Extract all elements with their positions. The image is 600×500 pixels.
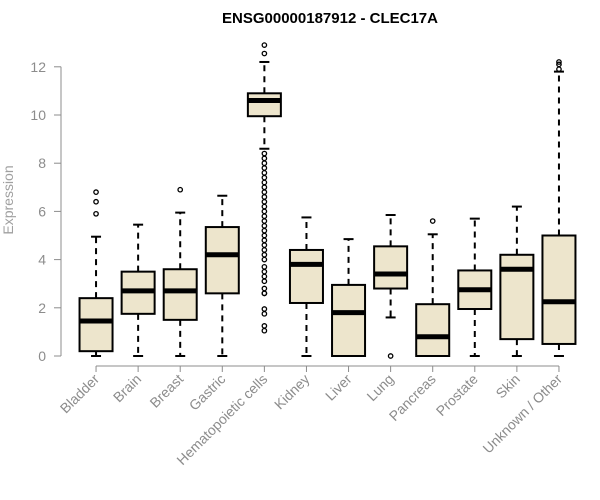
iqr-box [78,297,114,353]
box-prostate [457,217,493,357]
x-tick-label: Lung [363,371,396,404]
outlier-point [261,273,268,280]
outlier-point [93,198,99,205]
y-tick-label: 12 [30,59,46,75]
outlier-point [93,210,99,217]
y-axis-label: Expression [0,165,16,234]
outlier-point [261,263,268,270]
outlier-point [261,165,268,171]
outlier-point [261,208,268,215]
y-tick-label: 6 [38,203,46,219]
outlier-point [261,179,268,186]
box-hematopoietic-cells [246,42,282,334]
outlier-point [556,61,562,68]
outlier-point [261,285,268,292]
iqr-box [288,248,324,304]
outlier-point [261,169,268,176]
outlier-point [261,155,268,162]
box-breast [162,186,198,357]
boxes-layer [78,42,577,359]
x-tick-label: Pancreas [386,371,439,424]
iqr-box [373,245,409,290]
outlier-point [261,237,268,244]
outlier-point [261,184,268,191]
outlier-point [261,310,268,317]
y-tick-label: 0 [38,348,46,364]
outlier-point [261,247,268,253]
outlier-point [261,327,268,334]
x-tick-label: Kidney [271,371,313,413]
outlier-point [93,189,99,195]
outlier-point [261,218,268,224]
outlier-point [261,160,268,167]
outlier-point [261,278,268,285]
x-tick-label: Skin [492,371,523,402]
outlier-point [261,223,268,229]
outlier-point [261,189,268,195]
x-tick-label: Liver [322,371,355,404]
x-tick-label: Prostate [433,371,481,419]
box-pancreas [415,218,451,357]
y-tick-label: 2 [38,300,46,316]
y-axis: 0 2 4 6 8 10 12 [30,59,62,364]
outlier-point [261,242,268,248]
y-tick-label: 4 [38,252,46,268]
outlier-point [556,59,562,65]
outlier-point [261,256,268,263]
x-tick-label: Breast [146,371,186,411]
outlier-point [261,251,268,258]
outlier-point [261,194,268,200]
x-tick-label: Bladder [57,371,103,417]
x-tick-label: Brain [110,371,144,405]
outlier-point [429,218,436,224]
iqr-box [331,283,367,357]
box-brain [120,223,156,357]
iqr-box [541,234,577,345]
outlier-point [261,306,268,312]
outlier-point [261,198,268,205]
chart-title: ENSG00000187912 - CLEC17A [222,10,438,27]
outlier-point [177,186,184,193]
outlier-point [261,232,268,239]
outlier-point [261,174,268,181]
outlier-point [261,227,268,234]
outlier-point [261,42,268,48]
box-gastric [204,194,240,357]
outlier-point [261,203,268,210]
outlier-point [261,50,268,57]
outlier-point [261,323,268,329]
box-unknown-other [541,59,577,357]
box-kidney [288,216,324,357]
box-bladder [78,189,114,357]
box-liver [331,238,367,357]
iqr-box [162,268,198,321]
outlier-point [261,213,268,220]
x-tick-label: Unknown / Other [479,371,565,457]
y-tick-label: 8 [38,155,46,171]
outlier-point [261,290,268,297]
outlier-point [261,268,268,275]
box-skin [499,205,535,357]
outlier-point [261,150,268,157]
iqr-box [415,303,451,357]
iqr-box [246,92,282,118]
outlier-point [387,353,394,359]
y-tick-label: 10 [30,107,46,123]
box-lung [373,214,409,359]
iqr-box [204,226,240,295]
